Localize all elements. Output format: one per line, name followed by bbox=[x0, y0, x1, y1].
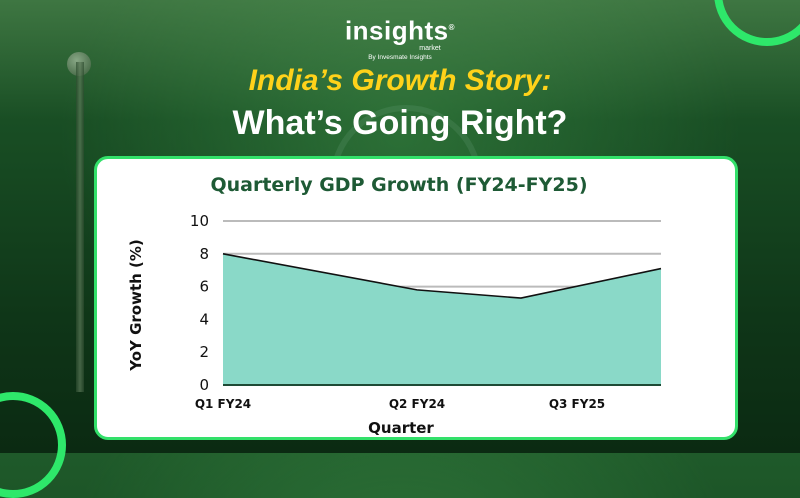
gdp-growth-chart: Quarterly GDP Growth (FY24-FY25) 0 2 4 6 8 10… bbox=[97, 159, 735, 437]
x-tick-label: Q1 FY24 bbox=[195, 397, 251, 411]
area-fill bbox=[223, 254, 661, 385]
chart-card: Quarterly GDP Growth (FY24-FY25) 0 2 4 6 8 10… bbox=[94, 156, 738, 440]
chart-title: Quarterly GDP Growth (FY24-FY25) bbox=[210, 174, 587, 196]
registered-mark: ® bbox=[449, 23, 455, 32]
y-tick-label: 6 bbox=[199, 278, 209, 296]
y-tick-label: 2 bbox=[199, 343, 209, 361]
series-area bbox=[223, 254, 661, 385]
x-tick-label: Q3 FY25 bbox=[549, 397, 605, 411]
brand-wordmark: insights bbox=[345, 16, 449, 46]
headline-line-1: India’s Growth Story: bbox=[0, 64, 800, 98]
y-tick-label: 10 bbox=[190, 212, 209, 230]
x-tick-label: Q2 FY24 bbox=[389, 397, 445, 411]
y-tick-label: 8 bbox=[199, 245, 209, 263]
y-tick-label: 4 bbox=[199, 310, 209, 328]
y-tick-label: 0 bbox=[199, 376, 209, 394]
brand-subline: market bbox=[60, 45, 800, 53]
headline-line-2: What’s Going Right? bbox=[0, 104, 800, 143]
decorative-ring-bottom-left bbox=[0, 392, 66, 498]
x-axis-label: Quarter bbox=[368, 419, 434, 437]
brand-logo: insights® market By Invesmate Insights bbox=[0, 14, 800, 62]
y-axis-label: YoY Growth (%) bbox=[127, 239, 145, 372]
y-tick-labels: 0 2 4 6 8 10 bbox=[190, 212, 209, 394]
x-tick-labels: Q1 FY24 Q2 FY24 Q3 FY25 bbox=[195, 397, 605, 411]
brand-name: insights® bbox=[0, 14, 800, 45]
brand-byline: By Invesmate Insights bbox=[0, 53, 800, 62]
